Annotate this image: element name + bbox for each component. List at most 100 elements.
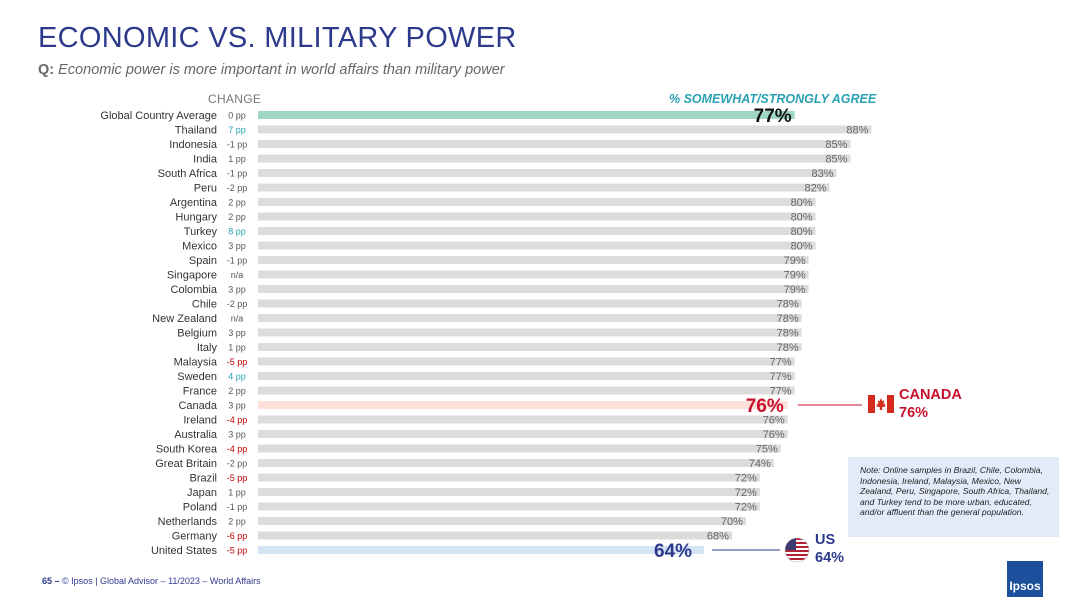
methodology-note: Note: Online samples in Brazil, Chile, C… xyxy=(848,457,1059,537)
value-label: 85% xyxy=(825,139,847,151)
category-label: Thailand xyxy=(175,125,217,137)
bar xyxy=(258,546,705,554)
change-label: -5 pp xyxy=(227,357,248,367)
change-label: -1 pp xyxy=(227,502,248,512)
highlight-value-label: 77% xyxy=(754,106,792,127)
category-label: Indonesia xyxy=(169,139,218,151)
change-label: 3 pp xyxy=(228,328,246,338)
change-label: -2 pp xyxy=(227,299,248,309)
change-label: 3 pp xyxy=(228,241,246,251)
bar xyxy=(258,372,795,380)
category-label: Japan xyxy=(187,487,217,499)
change-label: -5 pp xyxy=(227,473,248,483)
value-label: 74% xyxy=(749,458,771,470)
category-label: Malaysia xyxy=(174,357,218,369)
category-label: Peru xyxy=(194,183,217,195)
change-label: 2 pp xyxy=(228,386,246,396)
change-label: -1 pp xyxy=(227,256,248,266)
bar xyxy=(258,111,795,119)
change-column-header: CHANGE xyxy=(208,92,262,106)
value-label: 80% xyxy=(791,241,813,253)
us-callout-name: US xyxy=(815,532,836,548)
footer: 65 – © Ipsos | Global Advisor – 11/2023 … xyxy=(42,576,261,586)
category-label: Chile xyxy=(192,299,217,311)
category-label: Sweden xyxy=(177,371,217,383)
us-callout-value: 64% xyxy=(815,550,845,566)
value-label: 85% xyxy=(825,154,847,166)
bar xyxy=(258,517,746,525)
value-label: 76% xyxy=(763,429,785,441)
canada-callout-value: 76% xyxy=(899,405,929,421)
category-label: Ireland xyxy=(183,415,217,427)
bar xyxy=(258,212,816,221)
value-label: 83% xyxy=(811,168,833,180)
value-label: 72% xyxy=(735,502,757,514)
question-label: Q: xyxy=(38,62,55,78)
bar xyxy=(258,430,788,438)
value-label: 68% xyxy=(707,531,729,543)
bar xyxy=(258,314,802,322)
bar xyxy=(258,227,816,235)
change-label: 0 pp xyxy=(228,111,246,121)
value-label: 72% xyxy=(735,487,757,499)
change-label: 3 pp xyxy=(228,430,246,440)
value-label: 79% xyxy=(784,284,806,296)
change-label: 7 pp xyxy=(228,125,246,135)
page-number: 65 – xyxy=(42,576,60,586)
change-label: -4 pp xyxy=(227,415,248,425)
value-label: 80% xyxy=(791,197,813,209)
category-label: Netherlands xyxy=(158,516,218,528)
bar xyxy=(258,343,802,351)
agree-column-header: % SOMEWHAT/STRONGLY AGREE xyxy=(669,92,877,106)
change-label: 1 pp xyxy=(228,154,246,164)
bar xyxy=(258,285,809,293)
value-label: 77% xyxy=(770,386,792,398)
change-label: -6 pp xyxy=(227,531,248,541)
change-label: 2 pp xyxy=(228,517,246,527)
category-label: Singapore xyxy=(167,270,217,282)
bar xyxy=(258,256,809,264)
value-label: 78% xyxy=(777,313,799,325)
change-label: -4 pp xyxy=(227,444,248,454)
value-label: 79% xyxy=(784,255,806,267)
bar xyxy=(258,531,732,540)
change-label: 4 pp xyxy=(228,372,246,382)
value-label: 78% xyxy=(777,328,799,340)
category-label: New Zealand xyxy=(152,313,217,325)
category-label: Colombia xyxy=(171,284,218,296)
change-label: -2 pp xyxy=(227,183,248,193)
bar xyxy=(258,444,781,453)
category-label: Italy xyxy=(197,342,218,354)
bar xyxy=(258,183,830,192)
highlight-value-label: 76% xyxy=(746,396,784,417)
bar xyxy=(258,270,809,279)
category-label: Brazil xyxy=(189,473,217,485)
change-label: 2 pp xyxy=(228,212,246,222)
category-label: Mexico xyxy=(182,241,217,253)
footer-text: © Ipsos | Global Advisor – 11/2023 – Wor… xyxy=(62,576,261,586)
bar xyxy=(258,386,795,395)
value-label: 80% xyxy=(791,226,813,238)
change-label: n/a xyxy=(231,314,244,324)
bar xyxy=(258,401,788,409)
category-label: Germany xyxy=(172,531,218,543)
bar xyxy=(258,140,851,148)
category-label: South Africa xyxy=(158,168,218,180)
change-label: 1 pp xyxy=(228,488,246,498)
category-label: Poland xyxy=(183,502,217,514)
change-label: -5 pp xyxy=(227,546,248,556)
category-label: South Korea xyxy=(156,444,218,456)
value-label: 80% xyxy=(791,212,813,224)
value-label: 77% xyxy=(770,371,792,383)
bar xyxy=(258,154,851,163)
bar xyxy=(258,415,788,424)
category-label: Great Britain xyxy=(155,458,217,470)
category-label: United States xyxy=(151,545,218,557)
question-text: Economic power is more important in worl… xyxy=(58,62,505,78)
value-label: 88% xyxy=(846,125,868,137)
value-label: 78% xyxy=(777,342,799,354)
change-label: -1 pp xyxy=(227,140,248,150)
category-label: Belgium xyxy=(177,328,217,340)
category-label: Hungary xyxy=(175,212,217,224)
canada-callout-name: CANADA xyxy=(899,387,962,403)
